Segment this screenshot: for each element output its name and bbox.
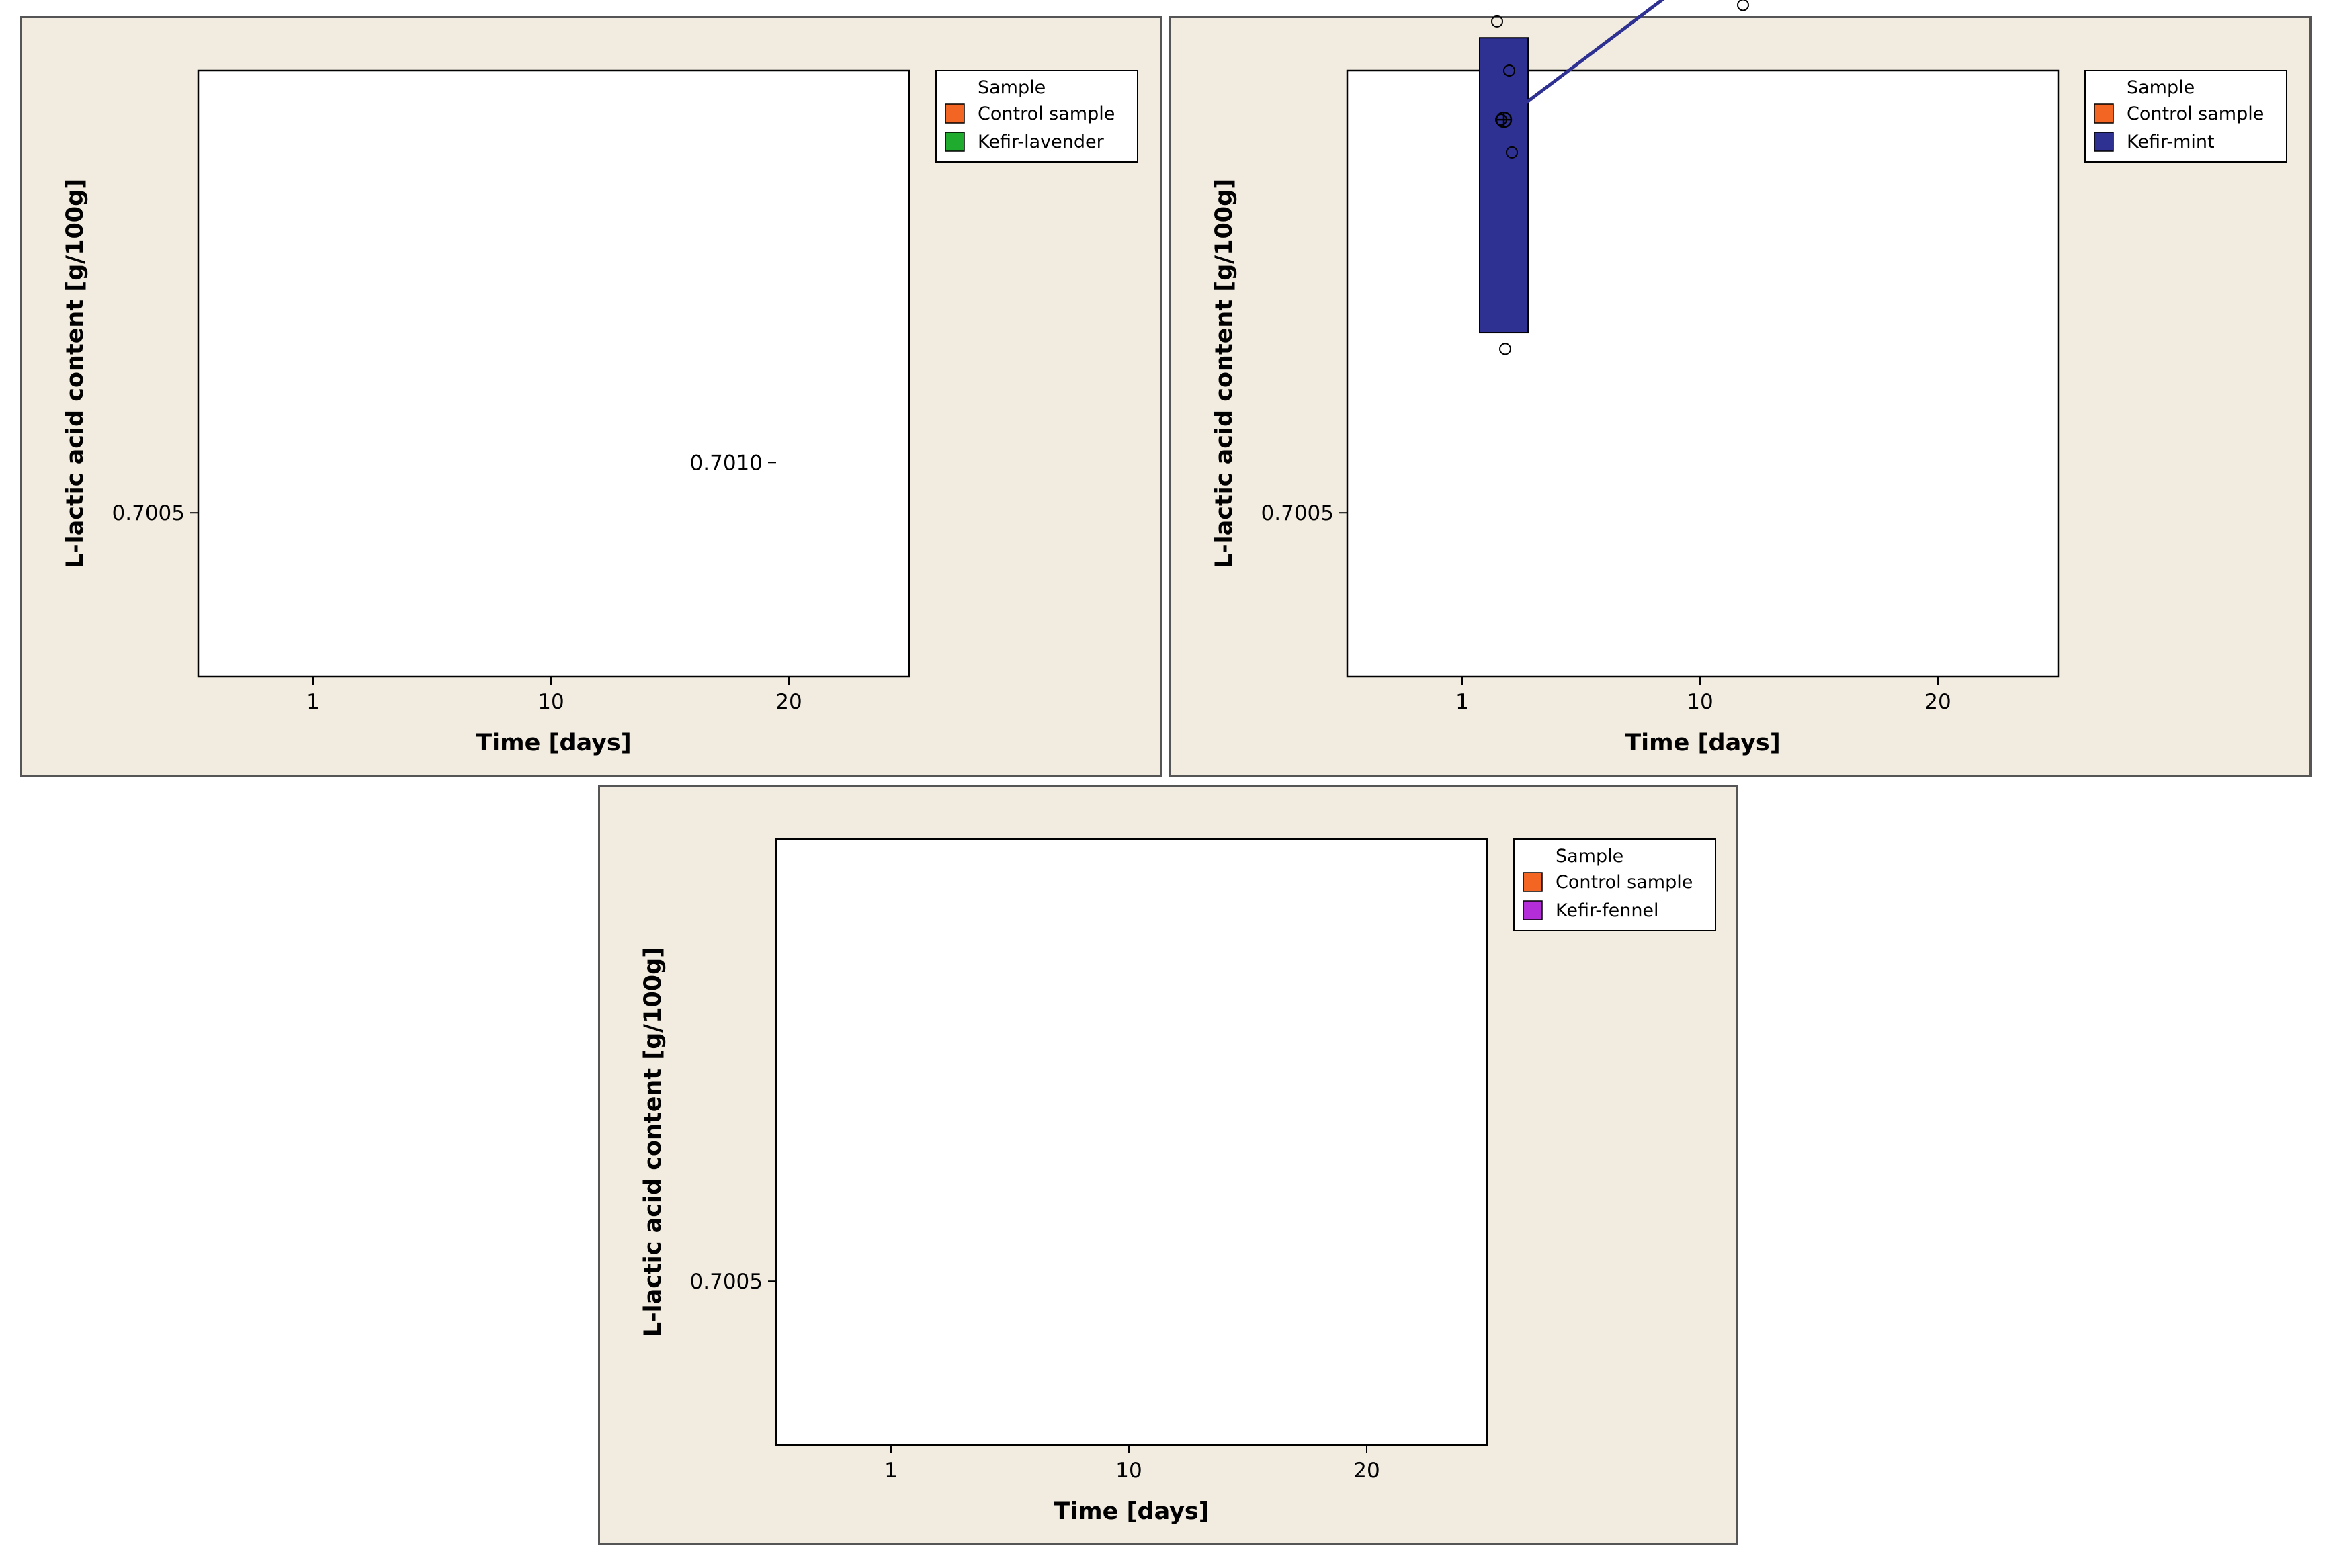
data-point [1499, 343, 1511, 355]
x-axis-title: Time [days] [476, 730, 632, 756]
box [1479, 37, 1529, 334]
chart-panel-fennel: 0.70050.70100.70150.70200.70250.70300.70… [598, 451, 1738, 1545]
x-tick-label: 10 [538, 690, 564, 714]
legend-swatch [945, 103, 965, 124]
legend-label: Control sample [978, 103, 1115, 124]
chart-svg-mint: 0.70050.70100.70150.70200.70250.70300.70… [1211, 0, 2287, 756]
x-tick-label: 1 [1455, 690, 1469, 714]
y-axis-title: L-lactic acid content [g/100g] [62, 179, 89, 568]
legend: Sample Control sample Kefir-fennel [1513, 838, 1716, 931]
plot-area [1346, 69, 2060, 678]
chart-svg-fennel: 0.70050.70100.70150.70200.70250.70300.70… [640, 451, 1716, 1525]
chart-svg-lavender: 0.70050.70100.70150.70200.70250.70300.70… [62, 69, 1138, 756]
x-tick-label: 1 [306, 690, 320, 714]
y-axis-title: L-lactic acid content [g/100g] [1211, 179, 1238, 568]
legend: Sample Control sample Kefir-lavender [935, 70, 1138, 163]
data-point [1503, 64, 1515, 77]
y-tick-label: 0.7010 [690, 451, 763, 475]
legend-label: Kefir-fennel [1556, 900, 1659, 921]
x-tick-label: 10 [1115, 1458, 1142, 1483]
legend-box [1513, 838, 1716, 931]
legend-box [2084, 70, 2287, 163]
x-tick-label: 20 [1353, 1458, 1380, 1483]
legend-label: Control sample [1556, 872, 1693, 893]
plot-area [197, 69, 910, 678]
x-tick-label: 20 [775, 690, 802, 714]
legend-swatch [2094, 132, 2114, 152]
legend-title: Sample [2127, 77, 2195, 98]
y-tick-label: 0.7005 [112, 501, 185, 525]
chart-panel-lavender: 0.70050.70100.70150.70200.70250.70300.70… [20, 16, 1162, 777]
legend-swatch [1523, 872, 1543, 892]
x-tick-label: 20 [1924, 690, 1951, 714]
legend-label: Control sample [2127, 103, 2264, 124]
legend-title: Sample [978, 77, 1046, 98]
legend-box [935, 70, 1138, 163]
y-axis-title: L-lactic acid content [g/100g] [640, 947, 667, 1337]
legend-swatch [2094, 103, 2114, 124]
mean-line [1502, 0, 1665, 122]
data-point [1737, 0, 1749, 11]
legend-swatch [945, 132, 965, 152]
y-tick-label: 0.7005 [1261, 501, 1334, 525]
legend-swatch [1523, 900, 1543, 920]
x-tick-label: 10 [1687, 690, 1713, 714]
x-tick-label: 1 [884, 1458, 898, 1483]
plot-area [775, 838, 1488, 1446]
legend-label: Kefir-lavender [978, 132, 1105, 153]
x-axis-title: Time [days] [1054, 1498, 1210, 1525]
data-point [1506, 146, 1518, 159]
chart-panel-mint: 0.70050.70100.70150.70200.70250.70300.70… [1169, 0, 2312, 777]
legend-title: Sample [1556, 846, 1623, 867]
legend-label: Kefir-mint [2127, 132, 2215, 153]
data-point [1491, 15, 1503, 28]
x-axis-title: Time [days] [1625, 730, 1781, 756]
legend: Sample Control sample Kefir-mint [2084, 70, 2287, 163]
y-tick-label: 0.7005 [690, 1270, 763, 1294]
series-kefir [1479, 0, 1749, 355]
